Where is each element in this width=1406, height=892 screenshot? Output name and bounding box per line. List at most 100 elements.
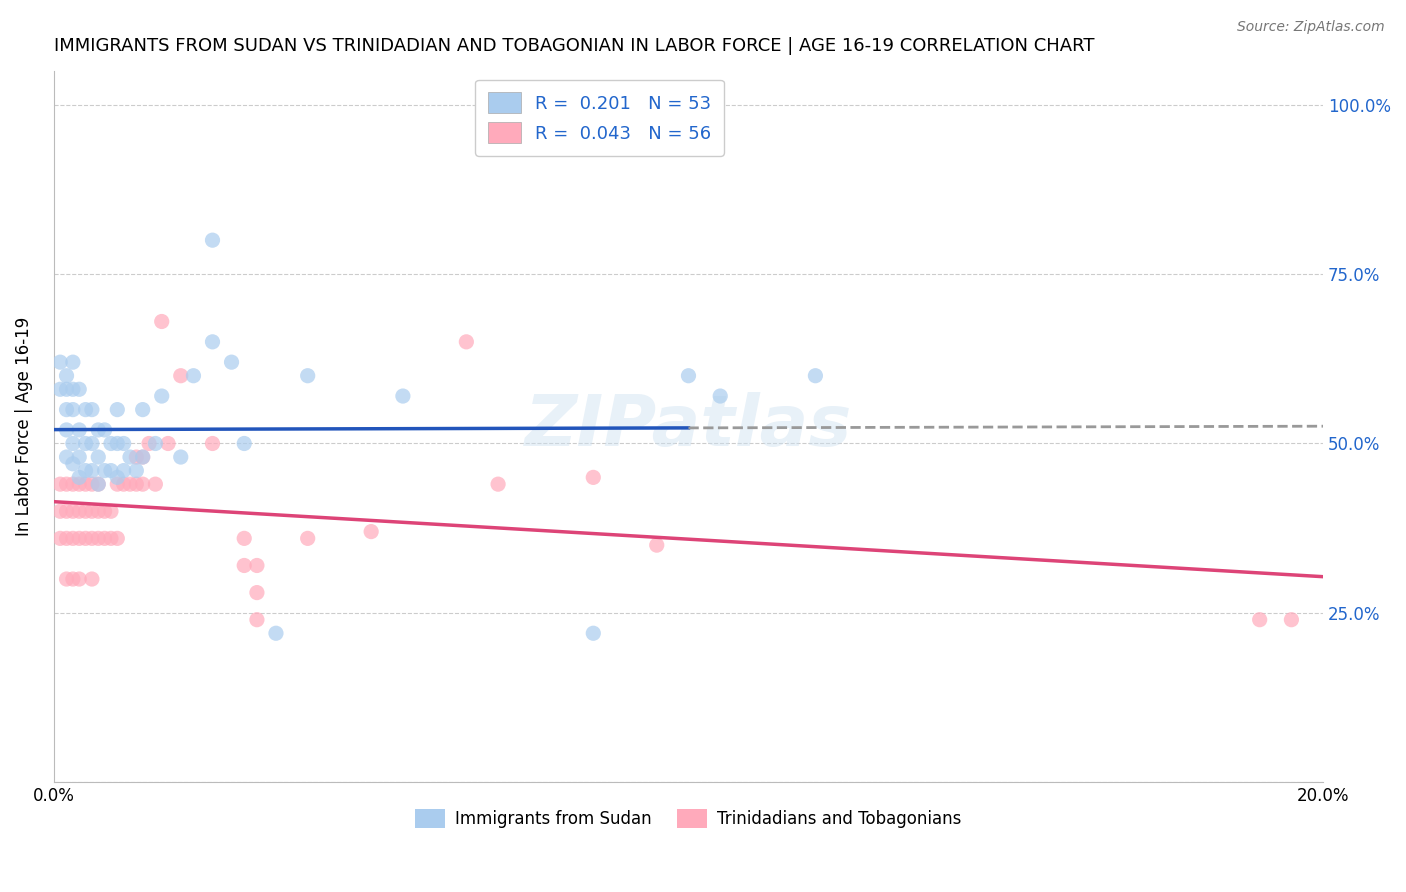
- Point: [87, 504, 110, 518]
- Point: [62, 457, 84, 471]
- Point: [67, 470, 90, 484]
- Point: [93, 423, 115, 437]
- Point: [131, 450, 153, 464]
- Point: [804, 368, 827, 383]
- Point: [221, 355, 243, 369]
- Point: [62, 382, 84, 396]
- Point: [297, 368, 319, 383]
- Point: [105, 402, 128, 417]
- Point: [62, 532, 84, 546]
- Point: [100, 464, 122, 478]
- Point: [75, 464, 97, 478]
- Point: [93, 464, 115, 478]
- Point: [62, 504, 84, 518]
- Point: [75, 504, 97, 518]
- Point: [49, 355, 72, 369]
- Point: [105, 470, 128, 484]
- Point: [157, 436, 180, 450]
- Point: [105, 532, 128, 546]
- Point: [62, 477, 84, 491]
- Point: [170, 368, 193, 383]
- Point: [55, 368, 77, 383]
- Point: [80, 532, 103, 546]
- Point: [55, 450, 77, 464]
- Point: [201, 233, 224, 247]
- Point: [80, 504, 103, 518]
- Point: [118, 450, 141, 464]
- Point: [55, 382, 77, 396]
- Point: [100, 504, 122, 518]
- Point: [201, 436, 224, 450]
- Point: [93, 504, 115, 518]
- Point: [645, 538, 668, 552]
- Point: [75, 477, 97, 491]
- Point: [55, 477, 77, 491]
- Point: [62, 355, 84, 369]
- Point: [55, 402, 77, 417]
- Point: [67, 532, 90, 546]
- Text: IMMIGRANTS FROM SUDAN VS TRINIDADIAN AND TOBAGONIAN IN LABOR FORCE | AGE 16-19 C: IMMIGRANTS FROM SUDAN VS TRINIDADIAN AND…: [53, 37, 1094, 55]
- Point: [1279, 613, 1302, 627]
- Point: [87, 423, 110, 437]
- Point: [49, 532, 72, 546]
- Point: [62, 436, 84, 450]
- Point: [67, 477, 90, 491]
- Point: [67, 572, 90, 586]
- Point: [80, 464, 103, 478]
- Point: [55, 532, 77, 546]
- Text: ZIPatlas: ZIPatlas: [524, 392, 852, 461]
- Point: [118, 477, 141, 491]
- Point: [201, 334, 224, 349]
- Point: [55, 572, 77, 586]
- Point: [456, 334, 478, 349]
- Point: [145, 436, 167, 450]
- Point: [183, 368, 205, 383]
- Point: [87, 450, 110, 464]
- Point: [145, 477, 167, 491]
- Point: [75, 436, 97, 450]
- Point: [582, 626, 605, 640]
- Point: [125, 464, 148, 478]
- Point: [131, 450, 153, 464]
- Point: [709, 389, 731, 403]
- Point: [67, 423, 90, 437]
- Point: [150, 389, 173, 403]
- Point: [125, 477, 148, 491]
- Point: [55, 423, 77, 437]
- Point: [62, 402, 84, 417]
- Point: [75, 402, 97, 417]
- Point: [100, 532, 122, 546]
- Point: [67, 382, 90, 396]
- Point: [233, 558, 256, 573]
- Point: [264, 626, 287, 640]
- Point: [131, 402, 153, 417]
- Point: [75, 532, 97, 546]
- Point: [112, 477, 135, 491]
- Point: [100, 436, 122, 450]
- Point: [105, 477, 128, 491]
- Point: [246, 585, 269, 599]
- Legend: Immigrants from Sudan, Trinidadians and Tobagonians: Immigrants from Sudan, Trinidadians and …: [409, 802, 969, 835]
- Point: [105, 436, 128, 450]
- Point: [67, 450, 90, 464]
- Point: [67, 504, 90, 518]
- Point: [93, 532, 115, 546]
- Point: [49, 382, 72, 396]
- Point: [246, 613, 269, 627]
- Point: [170, 450, 193, 464]
- Point: [80, 436, 103, 450]
- Point: [49, 504, 72, 518]
- Point: [87, 477, 110, 491]
- Point: [49, 477, 72, 491]
- Point: [125, 450, 148, 464]
- Point: [112, 436, 135, 450]
- Text: Source: ZipAtlas.com: Source: ZipAtlas.com: [1237, 20, 1385, 34]
- Point: [1249, 613, 1271, 627]
- Point: [678, 368, 700, 383]
- Point: [112, 464, 135, 478]
- Point: [360, 524, 382, 539]
- Point: [80, 402, 103, 417]
- Point: [233, 532, 256, 546]
- Point: [80, 572, 103, 586]
- Point: [55, 504, 77, 518]
